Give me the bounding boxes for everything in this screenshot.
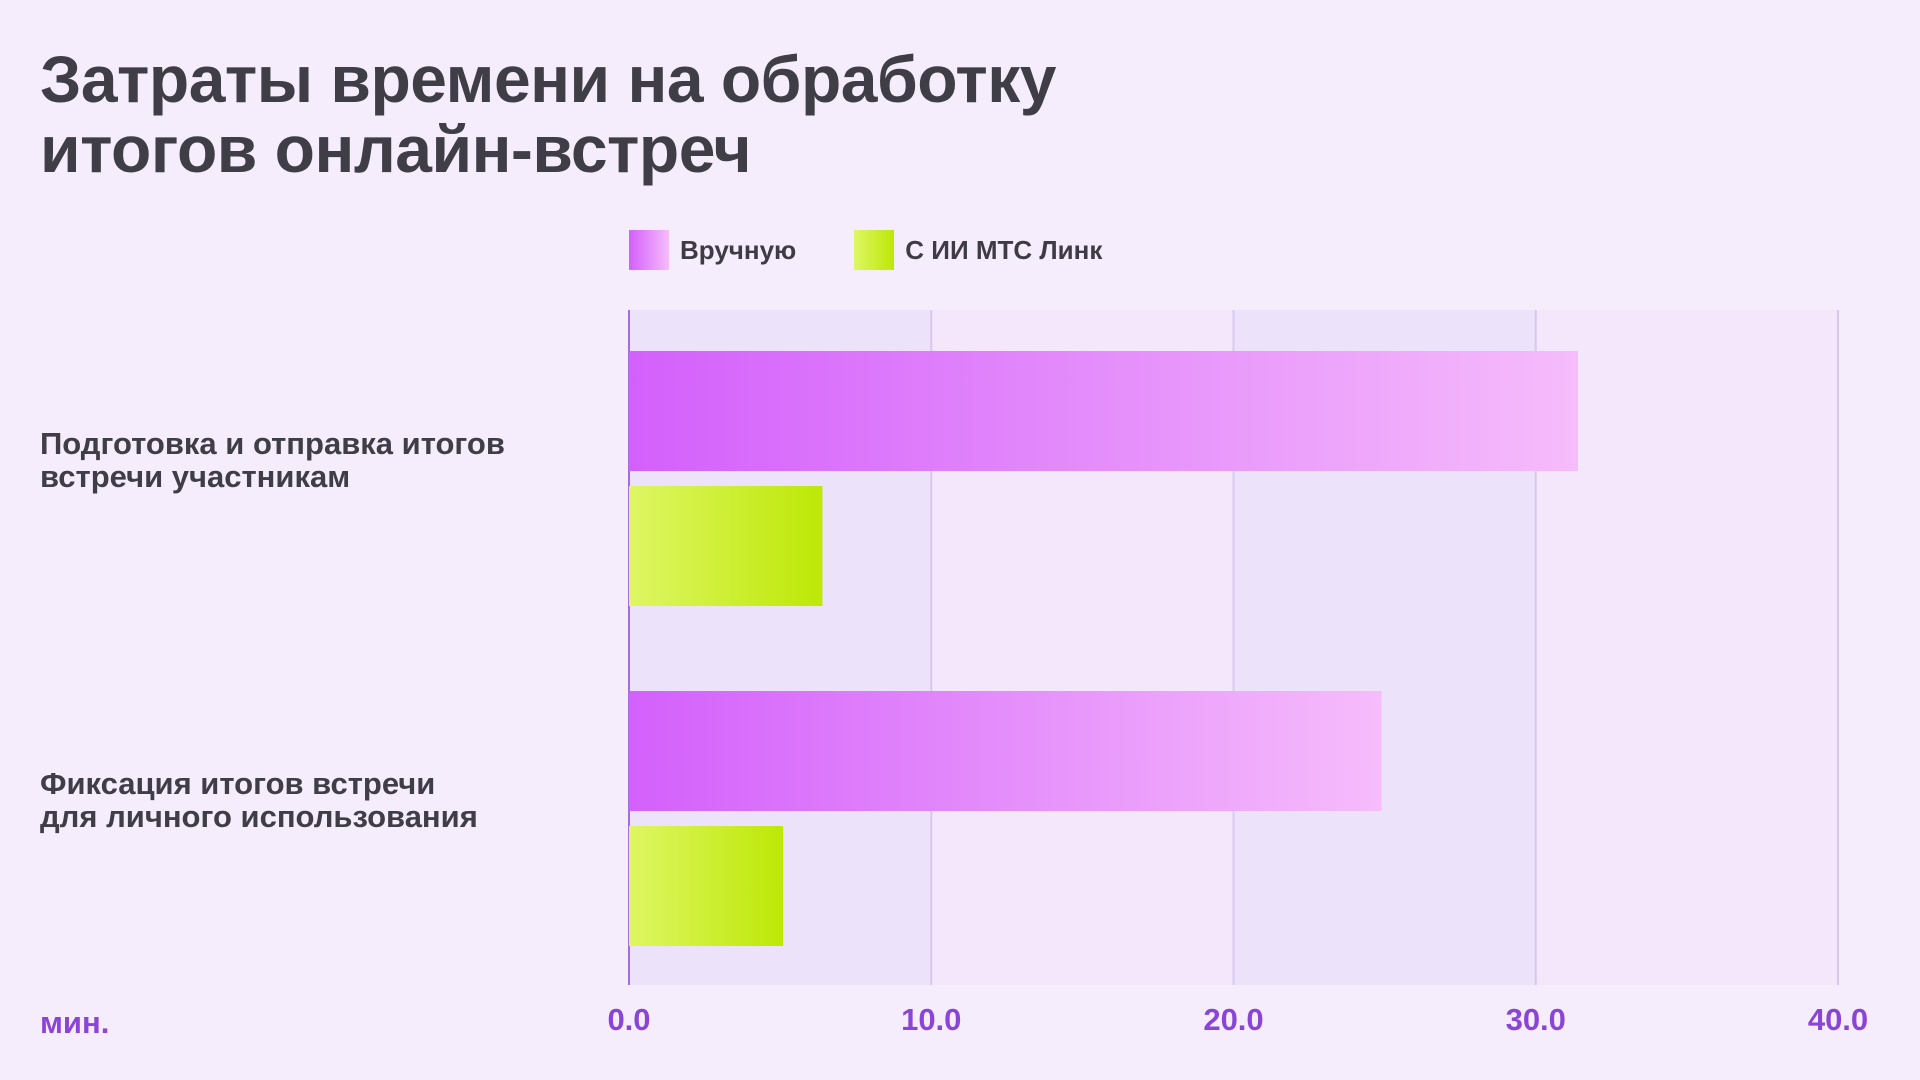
bar-manual-category-1 — [629, 351, 1579, 471]
chart-title: Затраты времени на обработку итогов онла… — [40, 44, 1056, 184]
category-label-preparation-line-2: встречи участникам — [40, 459, 351, 494]
bars — [629, 351, 1579, 946]
legend: Вручную С ИИ МТС Линк — [629, 230, 1160, 270]
bar-ai-category-2 — [629, 826, 784, 946]
x-tick-label: 10.0 — [901, 1002, 961, 1037]
x-tick-label: 30.0 — [1506, 1002, 1566, 1037]
legend-swatch-manual — [629, 230, 669, 270]
chart-title-line-1: Затраты времени на обработку — [40, 42, 1056, 116]
category-label-preparation-line-1: Подготовка и отправка итогов — [40, 426, 505, 461]
category-label-recording-line-1: Фиксация итогов встречи — [40, 766, 436, 801]
category-label-recording-line-2: для личного использования — [40, 799, 478, 834]
x-tick-label: 20.0 — [1203, 1002, 1263, 1037]
category-label-preparation: Подготовка и отправка итогов встречи уча… — [40, 427, 505, 493]
chart-title-line-2: итогов онлайн-встреч — [40, 112, 752, 186]
legend-swatch-ai — [854, 230, 895, 270]
category-label-recording: Фиксация итогов встречи для личного испо… — [40, 767, 478, 833]
bar-ai-category-1 — [629, 486, 823, 606]
x-tick-label: 40.0 — [1808, 1002, 1868, 1037]
x-axis-ticks: 0.0 10.0 20.0 30.0 40.0 — [607, 1002, 1868, 1037]
x-tick-label: 0.0 — [607, 1002, 650, 1037]
bar-manual-category-2 — [629, 691, 1382, 811]
axis-unit-label: мин. — [40, 1005, 110, 1040]
legend-label-ai: С ИИ МТС Линк — [905, 234, 1103, 265]
legend-item-ai: С ИИ МТС Линк — [854, 230, 1102, 270]
legend-item-manual: Вручную — [629, 230, 796, 270]
plot-band — [1535, 310, 1838, 985]
legend-label-manual: Вручную — [680, 234, 797, 265]
